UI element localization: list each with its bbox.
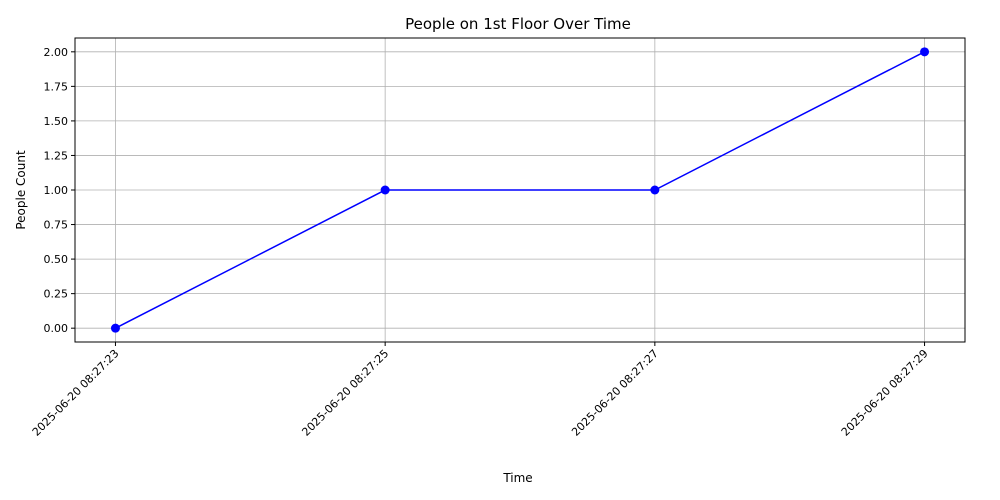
y-axis-label: People Count — [14, 150, 28, 230]
x-axis-label: Time — [502, 471, 532, 485]
y-tick-label: 0.50 — [44, 253, 69, 266]
data-point — [380, 185, 390, 195]
data-point — [650, 185, 660, 195]
y-tick-label: 0.75 — [44, 219, 69, 232]
y-tick-label: 1.25 — [44, 149, 69, 162]
x-tick-label: 2025-06-20 08:27:27 — [569, 347, 661, 439]
y-tick-label: 1.00 — [44, 184, 69, 197]
y-tick-label: 0.00 — [44, 322, 69, 335]
y-tick-label: 1.75 — [44, 80, 69, 93]
y-tick-label: 0.25 — [44, 288, 69, 301]
axis-ticks: 0.00 0.25 0.50 0.75 1.00 1.25 1.50 1.75 2.00 2025… — [30, 46, 931, 439]
series-line — [115, 51, 925, 329]
x-tick-label: 2025-06-20 08:27:29 — [839, 347, 931, 439]
data-point — [110, 323, 120, 333]
series-layer — [110, 47, 930, 333]
chart-title: People on 1st Floor Over Time — [405, 15, 631, 33]
y-tick-label: 2.00 — [44, 46, 69, 59]
x-tick-label: 2025-06-20 08:27:23 — [30, 347, 122, 439]
x-tick-label: 2025-06-20 08:27:25 — [299, 347, 391, 439]
data-point — [920, 47, 930, 57]
y-tick-label: 1.50 — [44, 115, 69, 128]
